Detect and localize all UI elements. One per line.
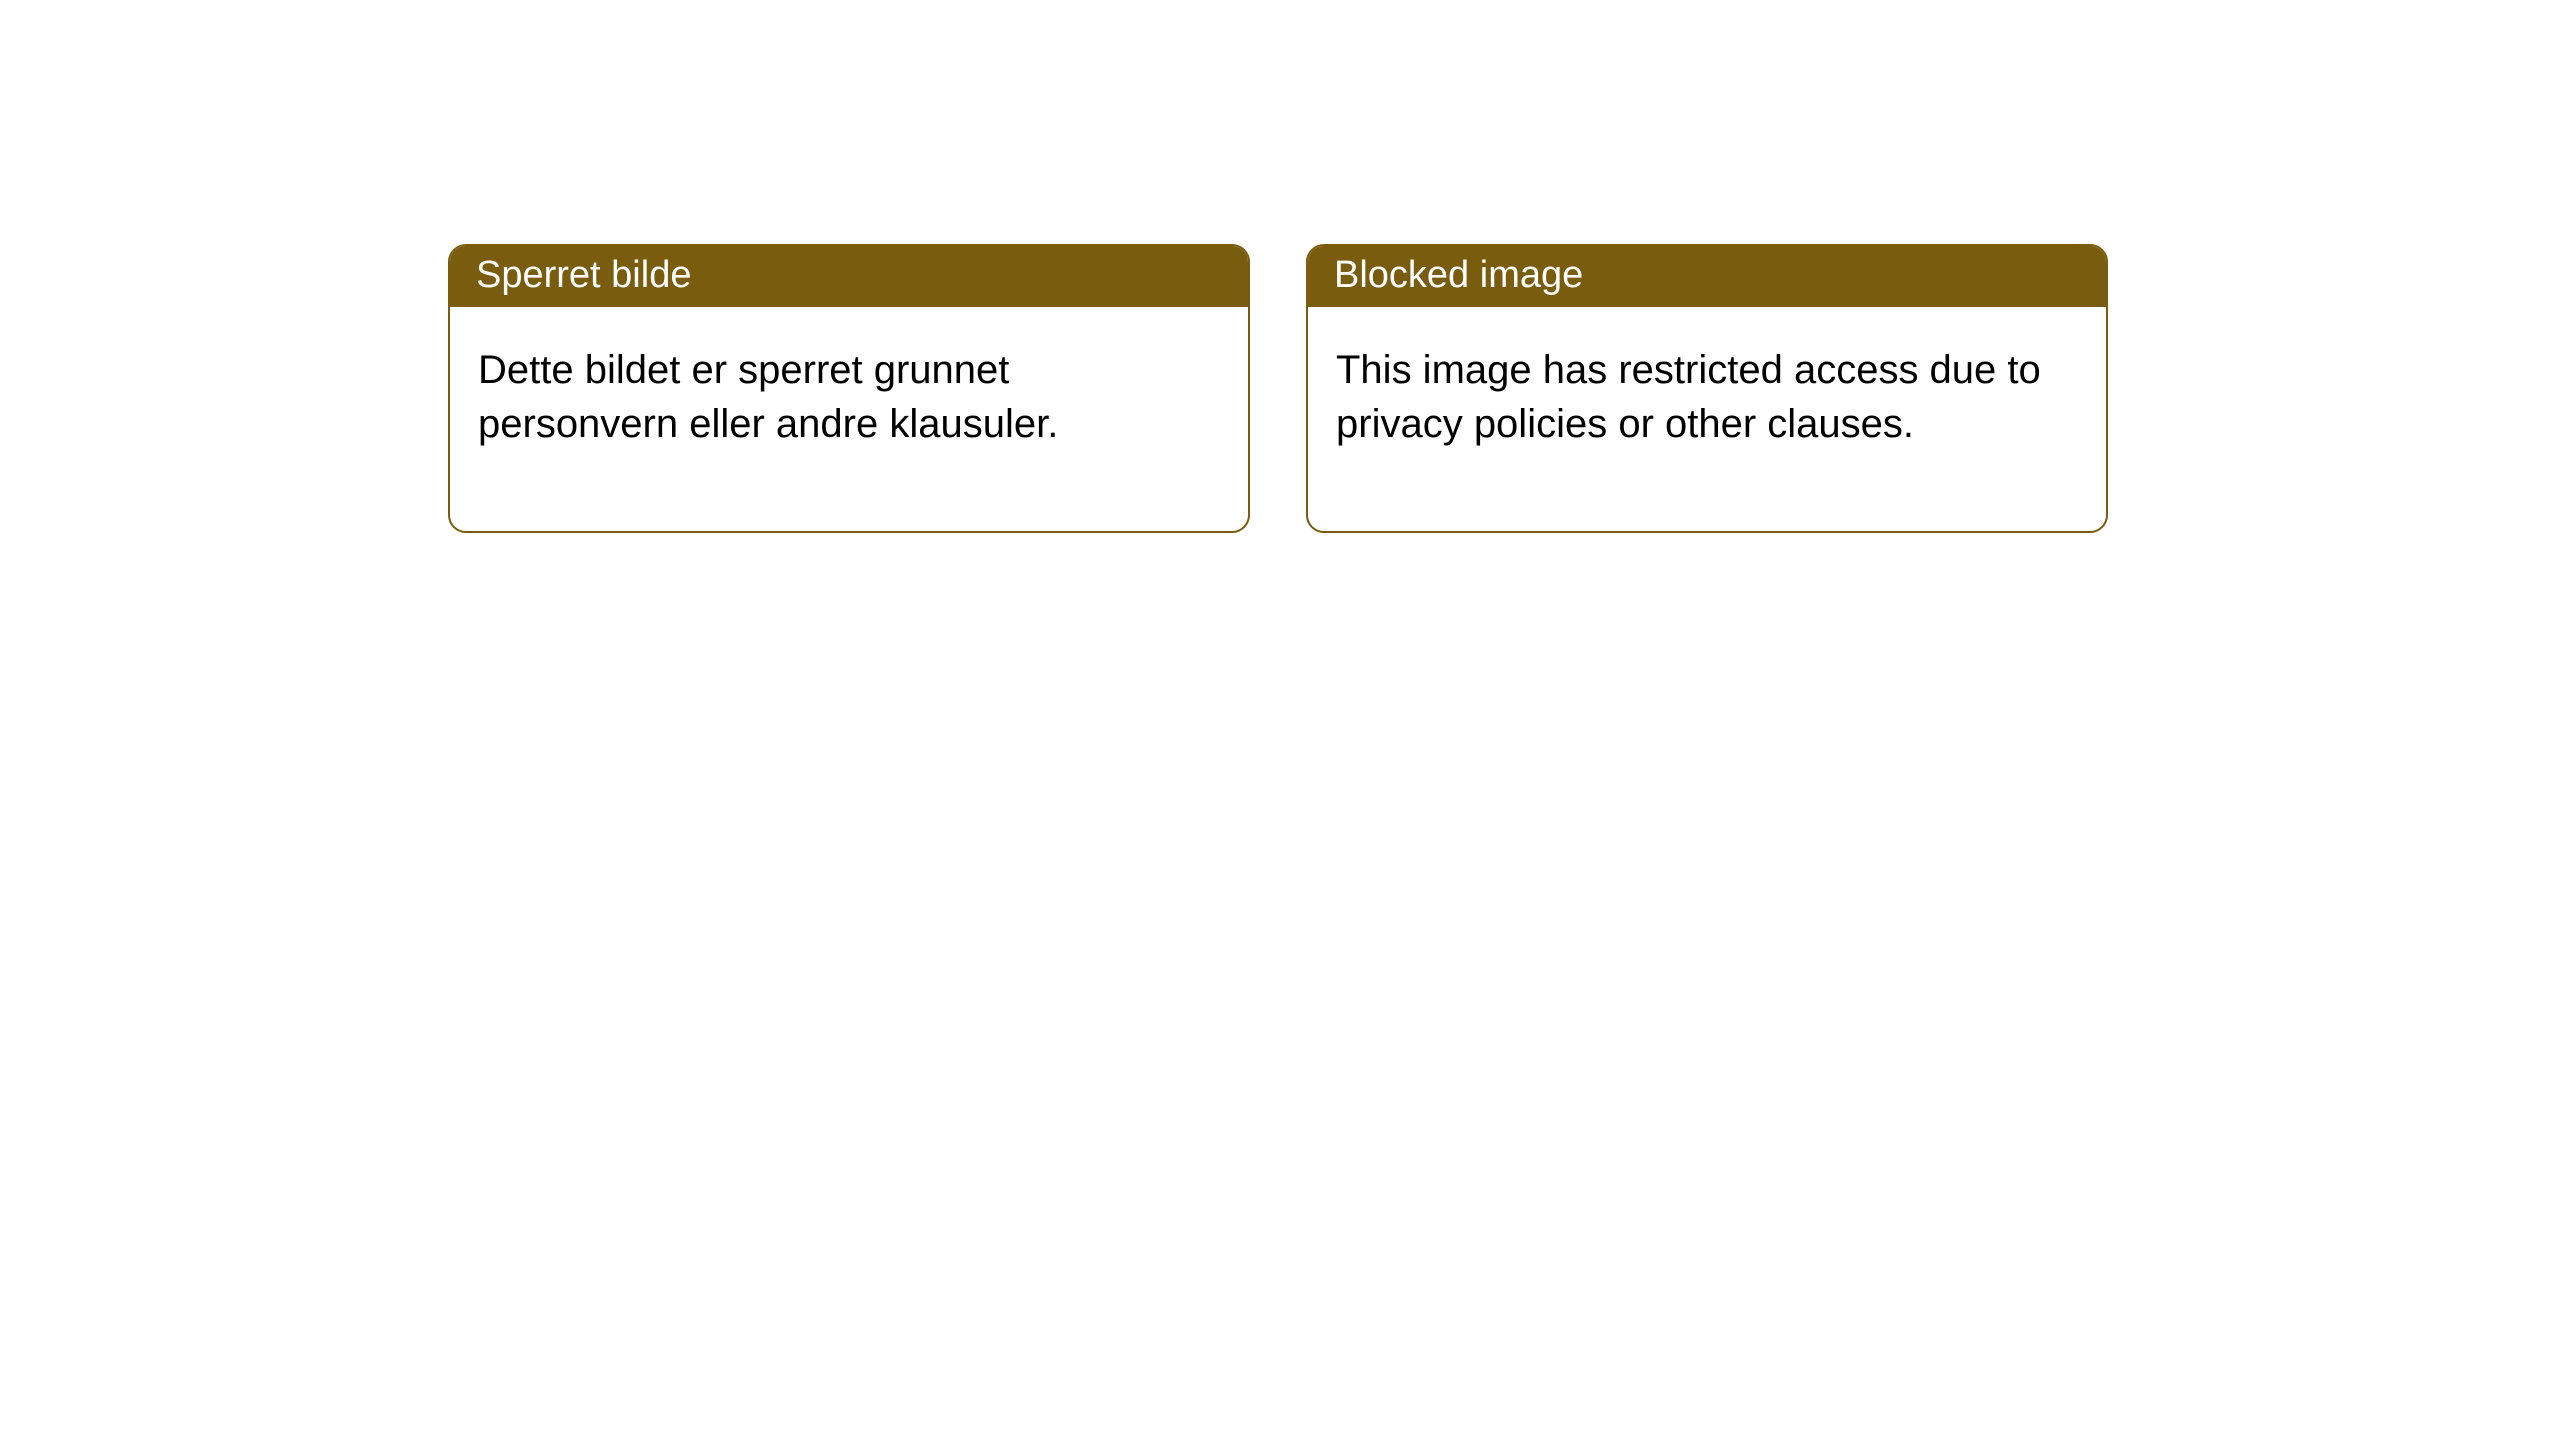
notice-card-english: Blocked image This image has restricted … [1306, 244, 2108, 533]
notice-body-norwegian: Dette bildet er sperret grunnet personve… [450, 307, 1248, 531]
notice-header-english: Blocked image [1308, 246, 2106, 307]
notice-card-norwegian: Sperret bilde Dette bildet er sperret gr… [448, 244, 1250, 533]
notice-header-norwegian: Sperret bilde [450, 246, 1248, 307]
notice-body-english: This image has restricted access due to … [1308, 307, 2106, 531]
notice-container: Sperret bilde Dette bildet er sperret gr… [0, 0, 2560, 533]
